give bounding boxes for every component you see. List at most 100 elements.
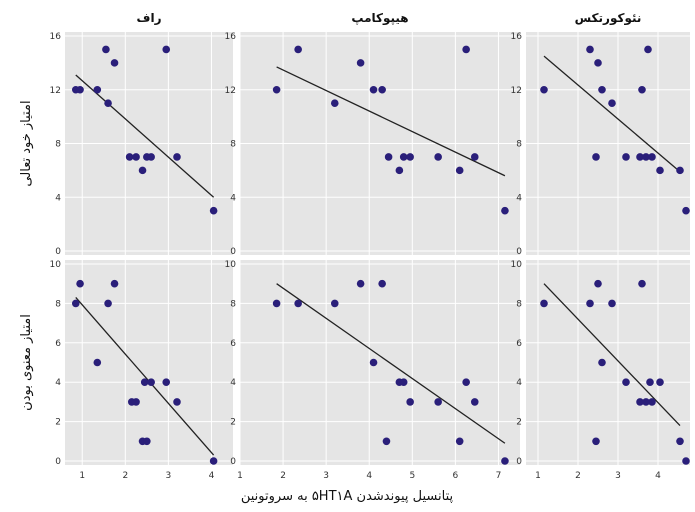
data-point xyxy=(586,45,594,54)
data-point xyxy=(399,378,408,387)
data-point xyxy=(656,378,664,387)
data-point xyxy=(598,358,606,367)
data-point xyxy=(682,206,690,215)
data-point xyxy=(395,166,404,175)
y-tick-label: 12 xyxy=(50,86,61,96)
data-point xyxy=(162,378,171,387)
x-tick-label: 1 xyxy=(535,471,541,481)
data-point xyxy=(470,398,479,406)
data-point xyxy=(138,166,147,175)
data-point xyxy=(648,153,656,161)
x-tick-label: 3 xyxy=(323,471,329,481)
y-tick-label: 2 xyxy=(230,418,236,428)
data-point xyxy=(638,85,646,94)
data-point xyxy=(642,153,650,161)
y-tick-label: 2 xyxy=(516,418,522,428)
data-point xyxy=(586,299,594,308)
data-point xyxy=(646,378,654,387)
data-point xyxy=(93,85,102,94)
data-point xyxy=(294,45,302,54)
x-tick-label: 2 xyxy=(280,471,286,481)
data-point xyxy=(406,153,414,161)
data-point xyxy=(330,299,339,308)
data-point xyxy=(644,45,652,54)
data-point xyxy=(501,457,509,465)
data-point xyxy=(147,153,155,161)
panel-background xyxy=(65,260,233,465)
data-point xyxy=(71,299,80,308)
regression-line xyxy=(543,283,681,426)
y-tick-label: 6 xyxy=(230,339,236,349)
y-tick-label: 0 xyxy=(516,247,522,257)
y-tick-label: 10 xyxy=(50,260,62,270)
data-point xyxy=(102,45,110,54)
y-tick-label: 16 xyxy=(511,32,523,42)
data-point xyxy=(110,59,119,67)
y-tick-label: 4 xyxy=(516,378,522,388)
facet-panel: 0 4 8 12 16 xyxy=(511,32,690,257)
x-tick-label: 1 xyxy=(79,471,85,481)
data-point xyxy=(501,206,509,215)
y-tick-label: 4 xyxy=(230,378,236,388)
y-tick-label: 10 xyxy=(225,260,237,270)
x-tick-label: 1 xyxy=(237,471,243,481)
data-point xyxy=(455,166,464,175)
y-tick-label: 0 xyxy=(230,247,236,257)
y-axis-label: امتیاز خود تعالی xyxy=(19,100,34,186)
data-point xyxy=(140,378,149,387)
data-point xyxy=(384,153,393,161)
y-tick-label: 0 xyxy=(230,457,236,467)
data-point xyxy=(369,358,378,367)
y-tick-label: 12 xyxy=(511,86,522,96)
data-point xyxy=(470,153,479,161)
y-tick-label: 4 xyxy=(55,193,61,203)
facet-panel: 0 4 8 12 16 xyxy=(225,32,520,257)
y-tick-label: 8 xyxy=(516,299,522,309)
facet-title: راف xyxy=(137,11,162,25)
data-point xyxy=(143,437,151,446)
y-tick-label: 2 xyxy=(55,418,61,428)
data-point xyxy=(272,85,281,94)
x-tick-label: 2 xyxy=(575,471,581,481)
data-point xyxy=(382,437,391,446)
data-point xyxy=(76,279,84,288)
data-point xyxy=(209,457,218,465)
y-tick-label: 6 xyxy=(516,339,522,349)
data-point xyxy=(656,166,664,175)
y-tick-label: 4 xyxy=(230,193,236,203)
data-point xyxy=(356,279,365,288)
data-point xyxy=(592,437,600,446)
data-point xyxy=(455,437,464,446)
facet-panel: 0 4 8 12 16 xyxy=(50,32,233,257)
data-point xyxy=(636,153,644,161)
regression-line xyxy=(276,66,506,177)
data-point xyxy=(638,279,646,288)
x-tick-label: 7 xyxy=(496,471,502,481)
data-point xyxy=(594,59,602,67)
x-tick-label: 6 xyxy=(453,471,459,481)
data-point xyxy=(93,358,102,367)
x-tick-label: 5 xyxy=(409,471,415,481)
data-point xyxy=(132,398,140,406)
data-point xyxy=(399,153,408,161)
y-tick-label: 0 xyxy=(516,457,522,467)
y-tick-label: 6 xyxy=(55,339,61,349)
data-point xyxy=(104,99,112,107)
y-tick-label: 16 xyxy=(225,32,237,42)
data-point xyxy=(76,85,84,94)
y-tick-label: 8 xyxy=(230,140,236,150)
facet-title: هیپوکامپ xyxy=(351,11,408,26)
regression-line xyxy=(75,74,215,198)
data-point xyxy=(608,99,616,107)
x-tick-label: 2 xyxy=(122,471,128,481)
data-point xyxy=(162,45,171,54)
data-point xyxy=(110,279,119,288)
data-point xyxy=(209,206,218,215)
data-point xyxy=(592,153,600,161)
data-point xyxy=(648,398,656,406)
data-point xyxy=(330,99,339,107)
